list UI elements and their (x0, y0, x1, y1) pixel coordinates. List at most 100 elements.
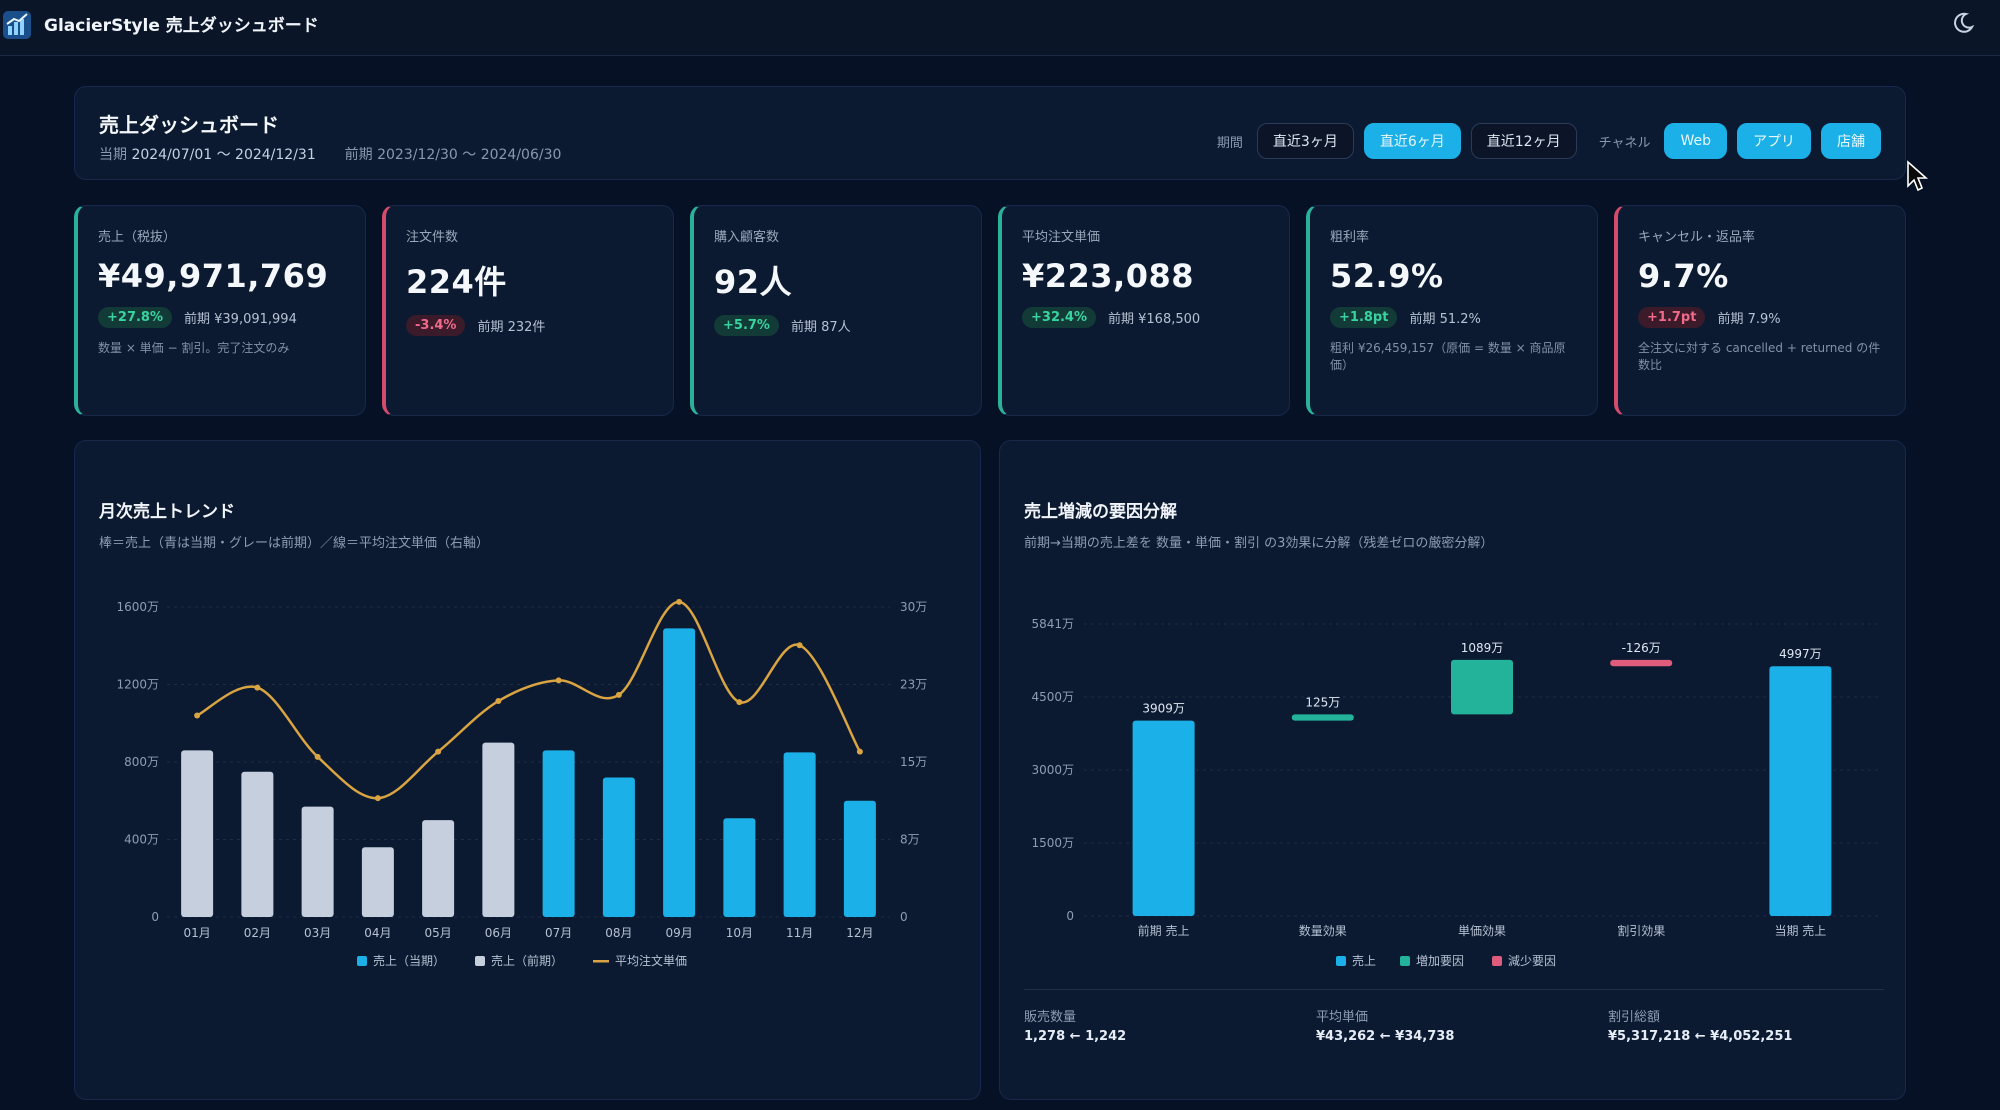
kpi-note: 数量 × 単価 − 割引。完了注文のみ (98, 341, 290, 355)
x-tick-label: 01月 (183, 926, 210, 940)
kpi-previous: 前期 232件 (477, 320, 546, 335)
kpi-label: キャンセル・返品率 (1638, 230, 1756, 245)
period-6m-button[interactable]: 直近6ヶ月 (1363, 123, 1461, 159)
legend-label: 増加要因 (1416, 954, 1464, 968)
dashboard-header: 売上ダッシュボード 当期 2024/07/01 〜 2024/12/31 前期 … (74, 86, 1906, 180)
app-title: GlacierStyle 売上ダッシュボード (44, 16, 319, 36)
kpi-previous: 前期 7.9% (1717, 312, 1781, 327)
legend-swatch (1492, 956, 1502, 966)
kpi-delta-badge: +5.7% (714, 315, 779, 336)
legend-label: 売上（当期） (373, 953, 445, 968)
legend-swatch (593, 960, 609, 963)
current-sales-bar (843, 800, 876, 917)
stat-quantity: 販売数量 1,278 ← 1,242 (1024, 1006, 1304, 1044)
kpi-label: 平均注文単価 (1022, 230, 1101, 245)
moon-icon[interactable] (1950, 10, 1976, 36)
current-period-range: 2024/07/01 〜 2024/12/31 (131, 147, 316, 163)
waterfall-stats: 販売数量 1,278 ← 1,242 平均単価 ¥43,262 ← ¥34,73… (1024, 989, 1884, 1044)
total-bar (1769, 666, 1832, 916)
x-tick-label: 割引効果 (1617, 923, 1665, 938)
y-tick-label: 3000万 (1031, 763, 1074, 777)
kpi-previous: 前期 51.2% (1409, 312, 1481, 327)
legend-label: 売上 (1352, 953, 1376, 968)
kpi-value: ¥223,088 (1022, 257, 1195, 295)
x-tick-label: 前期 売上 (1138, 923, 1190, 938)
x-tick-label: 当期 売上 (1774, 923, 1826, 938)
x-tick-label: 08月 (605, 926, 632, 940)
stat-value: 1,278 ← 1,242 (1024, 1029, 1127, 1044)
period-3m-button[interactable]: 直近3ヶ月 (1256, 123, 1354, 159)
waterfall-panel: 0 1500万 3000万 4500万 5841万 3909万 前期 売上 125万 数量効果 1… (999, 440, 1906, 1100)
channel-app-button[interactable]: アプリ (1737, 123, 1811, 159)
avg-order-point (856, 748, 863, 755)
filter-bar: 期間 直近3ヶ月 直近6ヶ月 直近12ヶ月 チャネル Web アプリ 店舗 (1205, 123, 1881, 159)
stat-value: ¥5,317,218 ← ¥4,052,251 (1608, 1029, 1793, 1044)
legend-label: 売上（前期） (491, 953, 563, 968)
x-tick-label: 07月 (545, 926, 572, 940)
kpi-card-avg-order: 平均注文単価 ¥223,088 +32.4% 前期 ¥168,500 (998, 205, 1290, 416)
x-tick-label: 数量効果 (1299, 923, 1347, 938)
period-12m-button[interactable]: 直近12ヶ月 (1470, 123, 1577, 159)
y-tick-label: 0 (151, 910, 159, 924)
avg-order-point (435, 748, 442, 755)
current-period-label: 当期 (99, 147, 127, 163)
current-sales-bar (783, 752, 816, 917)
kpi-note: 全注文に対する cancelled + returned の件数比 (1638, 341, 1881, 372)
kpi-card-customers: 購入顧客数 92人 +5.7% 前期 87人 (690, 205, 982, 416)
kpi-previous: 前期 ¥39,091,994 (184, 312, 297, 327)
current-sales-bar (723, 818, 756, 917)
kpi-card-cancel-rate: キャンセル・返品率 9.7% +1.7pt 前期 7.9% 全注文に対する can… (1614, 205, 1906, 416)
previous-sales-bar (241, 771, 274, 917)
x-tick-label: 05月 (424, 926, 451, 940)
page-title: 売上ダッシュボード (99, 113, 279, 137)
legend-label: 減少要因 (1508, 953, 1556, 968)
legend-swatch (1400, 956, 1410, 966)
x-tick-label: 04月 (364, 926, 391, 940)
kpi-delta-badge: +27.8% (98, 307, 172, 328)
x-tick-label: 06月 (485, 926, 512, 940)
kpi-value: 9.7% (1638, 257, 1729, 295)
kpi-value: ¥49,971,769 (98, 257, 329, 295)
period-info: 当期 2024/07/01 〜 2024/12/31 前期 2023/12/30… (99, 144, 561, 164)
chart-logo-icon (3, 11, 31, 39)
data-label: -126万 (1622, 641, 1661, 655)
avg-order-point (495, 698, 502, 705)
kpi-delta-badge: +1.8pt (1330, 307, 1398, 328)
period-filter-label: 期間 (1216, 135, 1243, 151)
stat-label: 割引総額 (1608, 1010, 1661, 1025)
x-tick-label: 12月 (846, 926, 873, 940)
increase-bar (1451, 659, 1513, 715)
previous-sales-bar (181, 750, 214, 917)
y-tick-label: 1500万 (1031, 836, 1074, 850)
previous-period-range: 2023/12/30 〜 2024/06/30 (377, 147, 562, 163)
top-bar: GlacierStyle 売上ダッシュボード (0, 0, 2000, 56)
y2-tick-label: 8万 (900, 833, 920, 847)
previous-sales-bar (361, 847, 394, 917)
x-tick-label: 単価効果 (1458, 923, 1506, 938)
avg-order-point (194, 712, 201, 719)
current-sales-bar (602, 777, 635, 917)
kpi-previous: 前期 ¥168,500 (1108, 312, 1201, 327)
kpi-value: 52.9% (1330, 257, 1444, 295)
stat-avg-price: 平均単価 ¥43,262 ← ¥34,738 (1316, 1006, 1596, 1044)
current-sales-bar (542, 750, 575, 917)
avg-order-point (555, 677, 562, 684)
legend-label: 平均注文単価 (615, 953, 687, 968)
previous-sales-bar (301, 806, 334, 917)
channel-web-button[interactable]: Web (1664, 123, 1727, 159)
y2-tick-label: 0 (900, 910, 908, 924)
kpi-note: 粗利 ¥26,459,157（原価 = 数量 × 商品原価） (1330, 341, 1566, 372)
data-label: 3909万 (1142, 702, 1185, 716)
chart-title: 売上増減の要因分解 (1024, 502, 1177, 522)
y2-tick-label: 23万 (900, 678, 927, 692)
stat-label: 販売数量 (1024, 1010, 1077, 1025)
avg-order-line (196, 600, 861, 800)
y-tick-label: 5841万 (1031, 617, 1074, 631)
increase-bar (1291, 714, 1354, 721)
kpi-delta-badge: -3.4% (406, 315, 466, 336)
avg-order-point (254, 684, 261, 691)
data-label: 4997万 (1779, 647, 1822, 661)
previous-sales-bar (422, 820, 455, 917)
kpi-previous: 前期 87人 (790, 320, 851, 335)
channel-store-button[interactable]: 店舗 (1821, 123, 1881, 159)
